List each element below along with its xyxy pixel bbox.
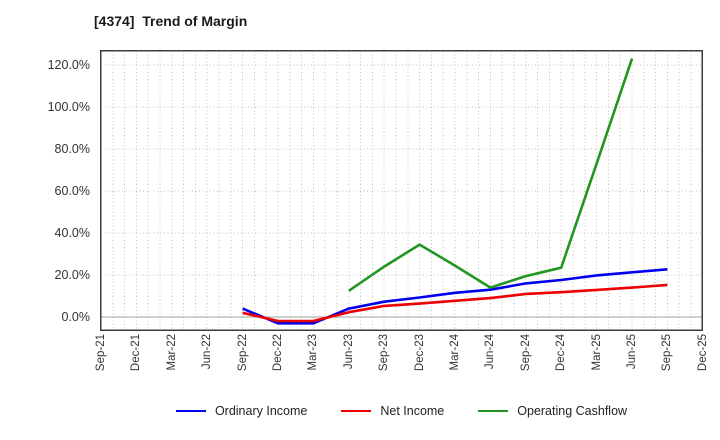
legend-label-ordinary-income: Ordinary Income bbox=[214, 404, 308, 418]
x-axis-tick-label: Jun-24 bbox=[484, 334, 497, 370]
x-axis-tick-label: Mar-24 bbox=[449, 334, 461, 371]
legend-item-operating-cashflow: Operating Cashflow bbox=[478, 404, 627, 418]
legend-item-net-income: Net Income bbox=[341, 404, 444, 418]
x-axis-tick-label: Jun-22 bbox=[201, 334, 214, 370]
x-axis-tick-label: Jun-23 bbox=[342, 334, 355, 370]
x-axis-tick-label: Sep-21 bbox=[95, 334, 107, 372]
y-axis-tick-label: 80.0% bbox=[54, 142, 90, 156]
y-axis-tick-label: 60.0% bbox=[54, 184, 90, 198]
x-axis-tick-label: Dec-22 bbox=[272, 334, 284, 372]
x-axis-tick-label: Jun-25 bbox=[626, 334, 638, 370]
plot-canvas bbox=[100, 50, 703, 331]
legend-label-net-income: Net Income bbox=[380, 404, 445, 418]
y-axis-tick-label: 20.0% bbox=[54, 268, 90, 282]
legend-line-operating-cashflow bbox=[478, 410, 509, 412]
x-axis-tick-label: Sep-23 bbox=[378, 334, 391, 372]
legend: Ordinary Income Net Income Operating Cas… bbox=[100, 404, 703, 418]
x-axis-tick-label: Dec-25 bbox=[696, 334, 709, 372]
x-axis-tick-label: Sep-24 bbox=[519, 334, 532, 372]
series-line-operating-cashflow bbox=[348, 58, 634, 292]
x-axis-tick-label: Sep-25 bbox=[661, 334, 674, 372]
legend-item-ordinary-income: Ordinary Income bbox=[175, 404, 308, 418]
x-axis-tick-label: Mar-22 bbox=[165, 334, 178, 371]
legend-line-ordinary-income bbox=[175, 410, 206, 412]
x-axis-tick-label: Mar-23 bbox=[307, 334, 320, 371]
y-axis-tick-label: 0.0% bbox=[61, 310, 91, 324]
x-axis-tick-label: Sep-22 bbox=[236, 334, 249, 372]
y-axis-tick-label: 40.0% bbox=[54, 226, 90, 240]
series-line-net-income bbox=[242, 283, 668, 323]
x-axis-tick-label: Dec-24 bbox=[555, 334, 568, 372]
series-line-ordinary-income bbox=[242, 268, 668, 325]
x-axis-tick-label: Dec-23 bbox=[413, 334, 426, 372]
legend-label-operating-cashflow: Operating Cashflow bbox=[517, 404, 628, 418]
y-axis-tick-label: 120.0% bbox=[47, 58, 90, 72]
y-axis-tick-label: 100.0% bbox=[47, 100, 90, 114]
x-axis-tick-label: Mar-25 bbox=[590, 334, 603, 371]
plot-border bbox=[100, 50, 703, 331]
x-axis-tick-label: Dec-21 bbox=[130, 334, 143, 372]
legend-line-net-income bbox=[341, 410, 372, 412]
plot-area bbox=[100, 50, 703, 331]
chart-title: [4374] Trend of Margin bbox=[94, 13, 248, 29]
